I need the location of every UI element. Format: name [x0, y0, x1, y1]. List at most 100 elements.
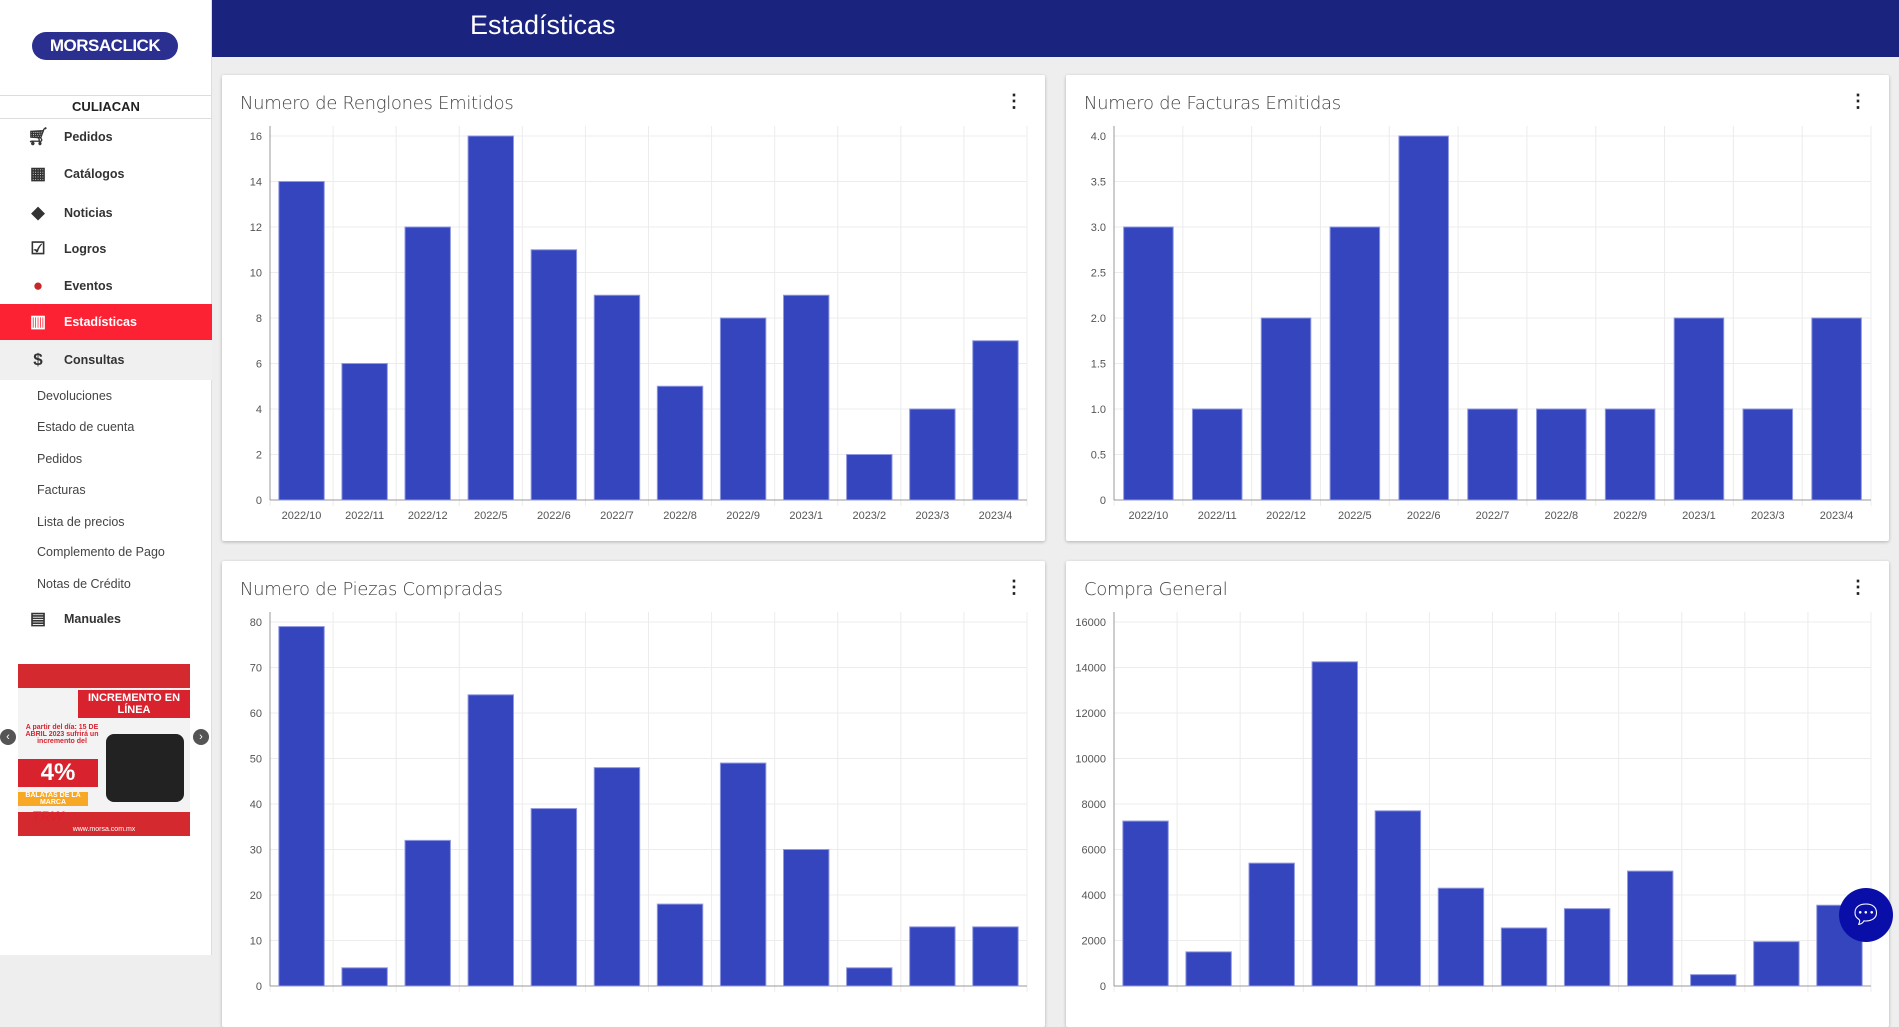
bar	[1604, 408, 1656, 501]
bar	[1437, 887, 1485, 987]
bar	[1626, 870, 1674, 987]
sub-item-facturas[interactable]: Facturas	[37, 483, 86, 497]
chart-title: Numero de Renglones Emitidos	[240, 93, 514, 114]
y-tick-label: 60	[250, 708, 262, 720]
bar	[1123, 226, 1174, 501]
x-tick-label: 2022/7	[600, 510, 634, 522]
bar	[1753, 941, 1800, 987]
promo-banner[interactable]: INCREMENTO EN LÍNEA A partir del día: 15…	[18, 664, 190, 836]
bar	[593, 767, 641, 987]
sidebar-item-label: Manuales	[64, 612, 121, 626]
more-vert-icon[interactable]: ⋮	[1849, 577, 1867, 597]
sidebar-item-catalogos[interactable]: ▦ Catálogos	[0, 156, 212, 192]
x-tick-label: 2022/9	[726, 510, 760, 522]
bar	[1536, 408, 1587, 501]
sub-item-estado-de-cuenta[interactable]: Estado de cuenta	[37, 420, 135, 434]
y-tick-label: 1.0	[1091, 404, 1106, 416]
y-tick-label: 30	[250, 845, 262, 857]
y-tick-label: 12000	[1075, 708, 1106, 720]
bar	[1374, 810, 1422, 987]
dollar-icon: $	[33, 350, 43, 369]
bar	[593, 294, 641, 501]
brake-pads-image	[106, 734, 184, 802]
y-tick-label: 80	[250, 617, 262, 629]
badge-check-icon: ☑	[30, 239, 46, 258]
bar	[1500, 927, 1548, 987]
carousel-next-button[interactable]: ›	[193, 729, 209, 745]
x-tick-label: 2022/7	[1476, 510, 1510, 522]
bar-chart: 0 2000 4000 6000 8000 10000 12000 14000 16000	[1075, 612, 1872, 993]
bar	[530, 249, 578, 501]
sub-item-notas-de-credito[interactable]: Notas de Crédito	[37, 577, 131, 591]
x-tick-label: 2022/5	[1338, 510, 1372, 522]
y-tick-label: 2.0	[1091, 313, 1106, 325]
sidebar-item-label: Logros	[64, 242, 107, 256]
y-tick-label: 10	[250, 936, 262, 948]
sidebar-item-manuales[interactable]: ▤ Manuales	[0, 601, 212, 637]
branch-label: CULIACAN	[0, 95, 212, 119]
y-tick-label: 6000	[1082, 845, 1106, 857]
bar	[1742, 408, 1794, 501]
more-vert-icon[interactable]: ⋮	[1849, 91, 1867, 111]
more-vert-icon[interactable]: ⋮	[1005, 577, 1023, 597]
sidebar-item-consultas[interactable]: $ Consultas	[0, 340, 212, 380]
bar	[972, 340, 1019, 501]
bar	[782, 294, 830, 501]
sidebar-item-noticias[interactable]: ◆ Noticias	[0, 195, 212, 231]
y-tick-label: 14	[250, 177, 262, 189]
y-tick-label: 8	[256, 313, 262, 325]
x-tick-label: 2022/10	[282, 510, 322, 522]
bar	[1311, 661, 1359, 987]
cart-icon: 🛒︎	[27, 127, 49, 146]
x-tick-label: 2022/12	[408, 510, 448, 522]
y-tick-label: 40	[250, 799, 262, 811]
chat-button[interactable]: 💬︎	[1839, 888, 1893, 942]
bar	[719, 317, 767, 501]
sub-item-devoluciones[interactable]: Devoluciones	[37, 389, 113, 403]
y-tick-label: 16000	[1075, 617, 1106, 629]
sidebar-item-pedidos[interactable]: 🛒︎ Pedidos	[0, 119, 212, 155]
sidebar-item-label: Pedidos	[64, 130, 113, 144]
sub-item-lista-de-precios[interactable]: Lista de precios	[37, 515, 125, 529]
bar	[1260, 317, 1312, 501]
more-vert-icon[interactable]: ⋮	[1005, 91, 1023, 111]
bar	[909, 926, 956, 987]
y-tick-label: 6	[256, 359, 262, 371]
y-tick-label: 2.5	[1091, 268, 1106, 280]
y-tick-label: 4	[256, 404, 262, 416]
x-tick-label: 2022/12	[1266, 510, 1306, 522]
y-tick-label: 8000	[1082, 799, 1106, 811]
bar-chart-icon: ▥	[29, 312, 47, 331]
x-tick-label: 2022/11	[345, 510, 384, 522]
x-tick-label: 2022/6	[1407, 510, 1441, 522]
bar-chart: 0 10 20 30 40 50 60 70 80	[250, 612, 1028, 993]
bar	[972, 926, 1019, 987]
chart-title: Numero de Piezas Compradas	[240, 579, 503, 600]
sub-item-pedidos[interactable]: Pedidos	[37, 452, 83, 466]
chart-card-compra-general: Compra General ⋮ 0 2000 4000 6000 8000 10000 120…	[1066, 561, 1889, 1027]
bar	[341, 363, 388, 501]
bar	[1122, 820, 1169, 987]
y-tick-label: 0.5	[1091, 450, 1106, 462]
x-tick-label: 2023/4	[1820, 510, 1854, 522]
carousel-prev-button[interactable]: ‹	[0, 729, 16, 745]
page-title: Estadísticas	[470, 10, 616, 40]
sidebar-item-logros[interactable]: ☑ Logros	[0, 231, 212, 267]
y-tick-label: 50	[250, 754, 262, 766]
sidebar-item-eventos[interactable]: ● Eventos	[0, 268, 212, 304]
sub-item-complemento-de-pago[interactable]: Complemento de Pago	[37, 545, 165, 559]
banner-title: INCREMENTO EN LÍNEA	[78, 690, 190, 718]
bar-chart: 0 0.5 1.0 1.5 2.0 2.5 3.0 3.5 4.0 2022/10 2022/11 2…	[1091, 126, 1872, 522]
sidebar-item-estadisticas[interactable]: ▥ Estadísticas	[0, 304, 212, 340]
y-tick-label: 0	[256, 495, 262, 507]
y-tick-label: 1.5	[1091, 359, 1106, 371]
y-tick-label: 3.0	[1091, 222, 1106, 234]
chart-card-facturas: Numero de Facturas Emitidas ⋮ 0 0.5 1.0 1.5 2.…	[1066, 75, 1889, 541]
y-tick-label: 3.5	[1091, 177, 1106, 189]
bar	[1811, 317, 1862, 501]
morsaclick-logo[interactable]: MORSACLICK	[32, 32, 178, 60]
bar	[278, 626, 325, 987]
map-pin-icon: ●	[32, 276, 44, 295]
x-tick-label: 2023/4	[979, 510, 1013, 522]
chart-card-piezas: Numero de Piezas Compradas ⋮ 0 10 20 30 40 50 60…	[222, 561, 1045, 1027]
